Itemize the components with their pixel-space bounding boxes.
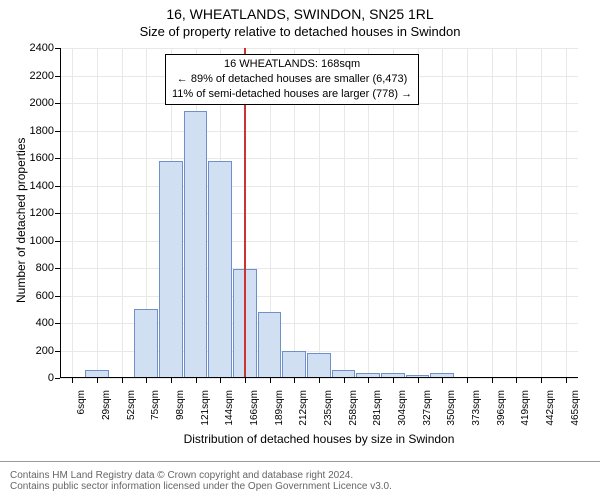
x-axis-line bbox=[60, 377, 578, 378]
annotation-line: 16 WHEATLANDS: 168sqm bbox=[172, 57, 412, 72]
x-tick-label: 212sqm bbox=[298, 386, 309, 426]
x-tick-mark bbox=[368, 378, 369, 383]
histogram-bar bbox=[134, 309, 158, 378]
x-tick-mark bbox=[393, 378, 394, 383]
annotation-box: 16 WHEATLANDS: 168sqm← 89% of detached h… bbox=[165, 54, 419, 105]
x-tick-mark bbox=[294, 378, 295, 383]
x-tick-mark bbox=[467, 378, 468, 383]
x-tick-label: 29sqm bbox=[101, 386, 112, 420]
x-tick-label: 373sqm bbox=[471, 386, 482, 426]
x-tick-mark bbox=[566, 378, 567, 383]
x-tick-mark bbox=[146, 378, 147, 383]
x-tick-label: 98sqm bbox=[175, 386, 186, 420]
x-tick-mark bbox=[418, 378, 419, 383]
histogram-bar bbox=[159, 161, 183, 378]
histogram-bar bbox=[307, 353, 331, 378]
footer-attribution: Contains HM Land Registry data © Crown c… bbox=[0, 461, 600, 500]
x-tick-mark bbox=[196, 378, 197, 383]
gridline-v bbox=[516, 48, 517, 378]
x-tick-mark bbox=[245, 378, 246, 383]
x-tick-mark bbox=[171, 378, 172, 383]
histogram-bar bbox=[282, 351, 306, 379]
x-tick-mark bbox=[541, 378, 542, 383]
x-axis-label: Distribution of detached houses by size … bbox=[60, 432, 578, 446]
chart-subtitle: Size of property relative to detached ho… bbox=[0, 22, 600, 39]
x-tick-label: 396sqm bbox=[496, 386, 507, 426]
x-tick-mark bbox=[516, 378, 517, 383]
x-tick-label: 442sqm bbox=[545, 386, 556, 426]
x-tick-label: 52sqm bbox=[126, 386, 137, 420]
plot-area: 0200400600800100012001400160018002000220… bbox=[60, 48, 578, 378]
histogram-bar bbox=[258, 312, 282, 378]
x-tick-mark bbox=[97, 378, 98, 383]
x-tick-mark bbox=[220, 378, 221, 383]
chart-title: 16, WHEATLANDS, SWINDON, SN25 1RL bbox=[0, 0, 600, 22]
gridline-v bbox=[72, 48, 73, 378]
x-tick-label: 166sqm bbox=[249, 386, 260, 426]
gridline-v bbox=[122, 48, 123, 378]
x-tick-mark bbox=[122, 378, 123, 383]
y-axis-label: Number of detached properties bbox=[14, 138, 28, 303]
annotation-line: ← 89% of detached houses are smaller (6,… bbox=[172, 72, 412, 87]
x-tick-mark bbox=[492, 378, 493, 383]
footer-line-1: Contains HM Land Registry data © Crown c… bbox=[10, 470, 590, 481]
x-tick-label: 281sqm bbox=[372, 386, 383, 426]
x-tick-label: 465sqm bbox=[570, 386, 581, 426]
x-tick-label: 258sqm bbox=[348, 386, 359, 426]
gridline-v bbox=[442, 48, 443, 378]
x-tick-mark bbox=[270, 378, 271, 383]
x-tick-mark bbox=[72, 378, 73, 383]
gridline-v bbox=[541, 48, 542, 378]
x-tick-label: 327sqm bbox=[422, 386, 433, 426]
annotation-line: 11% of semi-detached houses are larger (… bbox=[172, 87, 412, 102]
gridline-v bbox=[566, 48, 567, 378]
x-tick-label: 144sqm bbox=[224, 386, 235, 426]
x-tick-label: 6sqm bbox=[76, 386, 87, 414]
gridline-v bbox=[97, 48, 98, 378]
x-tick-mark bbox=[319, 378, 320, 383]
x-tick-label: 350sqm bbox=[446, 386, 457, 426]
x-tick-mark bbox=[344, 378, 345, 383]
gridline-v bbox=[492, 48, 493, 378]
y-tick-mark bbox=[55, 378, 60, 379]
footer-line-2: Contains public sector information licen… bbox=[10, 481, 590, 492]
x-tick-label: 75sqm bbox=[150, 386, 161, 420]
x-tick-label: 235sqm bbox=[323, 386, 334, 426]
histogram-bar bbox=[184, 111, 208, 378]
x-tick-label: 419sqm bbox=[520, 386, 531, 426]
x-tick-label: 304sqm bbox=[397, 386, 408, 426]
x-tick-label: 121sqm bbox=[200, 386, 211, 426]
gridline-v bbox=[467, 48, 468, 378]
y-axis-line bbox=[60, 48, 61, 378]
x-tick-mark bbox=[442, 378, 443, 383]
histogram-bar bbox=[208, 161, 232, 378]
x-tick-label: 189sqm bbox=[274, 386, 285, 426]
